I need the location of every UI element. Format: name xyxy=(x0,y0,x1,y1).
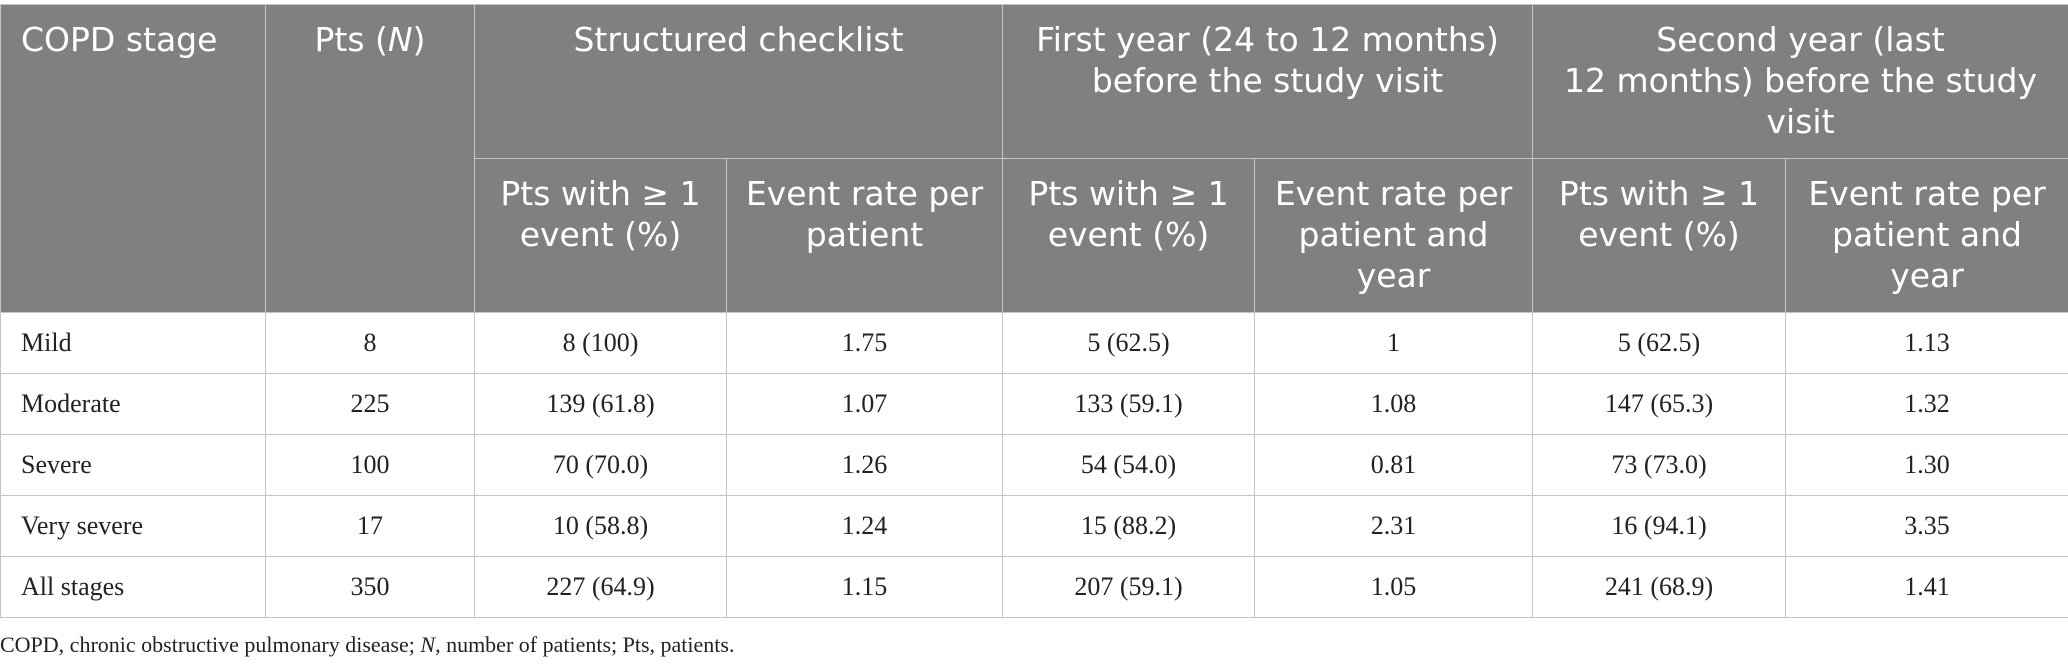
subheader-cell: Pts with ≥ 1 event (%) xyxy=(1002,158,1256,313)
table-cell: 5 (62.5) xyxy=(1002,312,1256,374)
table-cell: 350 xyxy=(265,556,475,618)
col-header-pts: Pts (N) xyxy=(265,4,475,313)
table-cell: 241 (68.9) xyxy=(1532,556,1787,618)
table-cell: 1.13 xyxy=(1785,312,2068,374)
results-table: COPD stage Pts (N) Structured checklist … xyxy=(0,4,2068,618)
subheader-cell: Event rate per patient and year xyxy=(1254,158,1534,313)
table-cell: 8 xyxy=(265,312,475,374)
table-cell: Mild xyxy=(0,312,266,374)
table-cell: 0.81 xyxy=(1254,434,1534,496)
table-row: Severe 100 70 (70.0) 1.26 54 (54.0) 0.81… xyxy=(0,434,2068,496)
table-cell: 2.31 xyxy=(1254,495,1534,557)
table-cell: 8 (100) xyxy=(474,312,727,374)
group-header-second-year: Second year (last 12 months) before the s… xyxy=(1532,4,2068,159)
table-cell: 15 (88.2) xyxy=(1002,495,1256,557)
table-cell: 1.30 xyxy=(1785,434,2068,496)
col-header-stage: COPD stage xyxy=(0,4,266,313)
table-cell: 227 (64.9) xyxy=(474,556,727,618)
table-cell: 1.32 xyxy=(1785,373,2068,435)
subheader-cell: Pts with ≥ 1 event (%) xyxy=(1532,158,1787,313)
table-row: All stages 350 227 (64.9) 1.15 207 (59.1… xyxy=(0,556,2068,618)
table-cell: 5 (62.5) xyxy=(1532,312,1787,374)
table-cell: 16 (94.1) xyxy=(1532,495,1787,557)
table-cell: 54 (54.0) xyxy=(1002,434,1256,496)
table-cell: All stages xyxy=(0,556,266,618)
table-cell: 133 (59.1) xyxy=(1002,373,1256,435)
table-row: Very severe 17 10 (58.8) 1.24 15 (88.2) … xyxy=(0,495,2068,557)
group-header-first-year: First year (24 to 12 months) before the … xyxy=(1002,4,1534,159)
table-cell: 1.24 xyxy=(725,495,1004,557)
table-cell: 1.41 xyxy=(1785,556,2068,618)
table-cell: 1.26 xyxy=(725,434,1004,496)
table-cell: 225 xyxy=(265,373,475,435)
table-cell: 17 xyxy=(265,495,475,557)
header-row-sub: Pts with ≥ 1 event (%) Event rate per pa… xyxy=(1,158,2068,313)
table-cell: Severe xyxy=(0,434,266,496)
table-cell: 1.75 xyxy=(725,312,1004,374)
header-row-groups: COPD stage Pts (N) Structured checklist … xyxy=(0,4,2068,313)
table-row: Moderate 225 139 (61.8) 1.07 133 (59.1) … xyxy=(0,373,2068,435)
table-cell: Moderate xyxy=(0,373,266,435)
table-cell: 73 (73.0) xyxy=(1532,434,1787,496)
subheader-cell: Pts with ≥ 1 event (%) xyxy=(474,158,727,313)
table-cell: 3.35 xyxy=(1785,495,2068,557)
table-cell: 1.07 xyxy=(725,373,1004,435)
table-cell: 1.08 xyxy=(1254,373,1534,435)
table-cell: 207 (59.1) xyxy=(1002,556,1256,618)
table-cell: 147 (65.3) xyxy=(1532,373,1787,435)
table-row: Mild 8 8 (100) 1.75 5 (62.5) 1 5 (62.5) … xyxy=(0,312,2068,374)
table-footnote: COPD, chronic obstructive pulmonary dise… xyxy=(0,632,735,657)
table-cell: 139 (61.8) xyxy=(474,373,727,435)
table-cell: 1.15 xyxy=(725,556,1004,618)
table-cell: 1 xyxy=(1254,312,1534,374)
subheader-cell: Event rate per patient xyxy=(725,158,1004,313)
table-cell: 70 (70.0) xyxy=(474,434,727,496)
table-cell: 1.05 xyxy=(1254,556,1534,618)
group-header-checklist: Structured checklist xyxy=(473,4,1004,159)
table-cell: 10 (58.8) xyxy=(474,495,727,557)
table-cell: Very severe xyxy=(0,495,266,557)
table-cell: 100 xyxy=(265,434,475,496)
subheader-cell: Event rate per patient and year xyxy=(1785,158,2068,313)
